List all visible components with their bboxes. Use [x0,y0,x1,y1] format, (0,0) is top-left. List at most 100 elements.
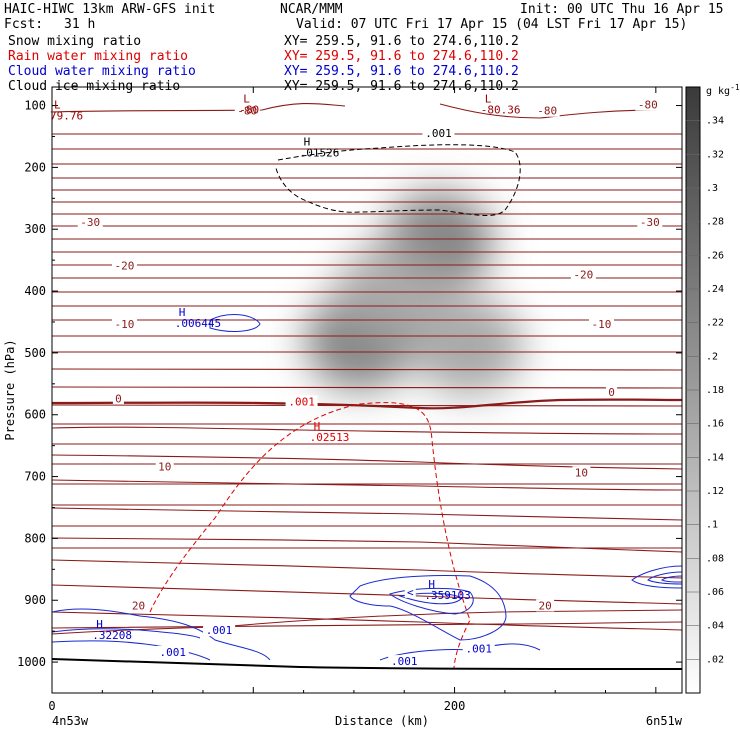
snow-shading-blob [413,296,524,397]
contour-label: 10 [158,460,171,473]
contour-label: 0 [115,392,122,405]
isotherm-line [52,479,682,491]
field-xy-rain: XY= 259.5, 91.6 to 274.6,110.2 [284,49,519,64]
contour-layer [52,102,682,670]
extremum-value: .359103 [424,589,470,602]
colorbar-tick-label: .02 [706,654,724,665]
colorbar-tick-label: .16 [706,419,724,430]
extremum-value: .006445 [175,317,221,330]
colorbar-tick-label: .32 [706,149,724,160]
label-background [572,466,591,479]
contour-label: .001 [288,395,315,408]
colorbar-tick-label: .2 [706,351,718,362]
isotherm-line [52,368,682,371]
contour-label: -80 [537,105,557,118]
y-tick-label: 200 [24,160,46,174]
cloud-water-label: .001 [465,643,492,656]
colorbar-tick-label: .08 [706,553,724,564]
colorbar-tick-label: .24 [706,284,724,295]
colorbar-tick-label: .06 [706,587,724,598]
contour-label: -80 [237,105,257,118]
label-background [156,645,189,658]
label-background [77,216,103,229]
field-name-snow: Snow mixing ratio [8,34,142,49]
label-background [404,585,416,598]
rain-contour [149,402,471,669]
extremum-marker: L [54,99,61,112]
label-background [536,599,555,612]
contour-label: 0 [608,386,615,399]
contour-label: < [407,586,414,599]
colorbar-tick-label: .28 [706,217,724,228]
left-endpoint-label: 4n53w [52,714,89,728]
extremum-marker: L [485,92,492,105]
colorbar-tick-label: .18 [706,385,724,396]
colorbar-tick-label: .1 [706,520,718,531]
label-background [606,386,618,399]
contour-label: -30 [80,216,100,229]
cloud-water-contour [647,571,682,585]
y-tick-label: 500 [24,346,46,360]
label-background [388,655,421,668]
isotherm-line [52,621,682,629]
colorbar: .02 .04 .06 .08 .1 .12 .14 .16 .18 .2 .22 .24 .26 .28… [685,83,740,694]
y-tick-label: 900 [24,593,46,607]
valid-time: Valid: 07 UTC Fri 17 Apr 15 (04 LST Fri … [296,17,688,32]
cloud-water-contour [52,608,271,661]
extremum-value: 79.76 [50,110,83,123]
forecast-hours: 31 h [64,17,96,32]
extremum-value: -80.36 [481,103,521,116]
colorbar-tick-label: .26 [706,250,724,261]
colorbar-tick-label: .14 [706,452,724,463]
snow-shading-layer [304,191,524,397]
isotherm-line [52,386,682,389]
snow-contour [275,144,521,216]
cloud-water-contour [52,628,201,639]
field-xy-snow: XY= 259.5, 91.6 to 274.6,110.2 [284,34,519,49]
label-background [462,642,495,655]
isotherm-line [52,559,682,579]
colorbar-tick-label: .3 [706,183,718,194]
extremum-marker: H [179,306,186,319]
right-endpoint-label: 6n51w [646,714,683,728]
cloud-water-contour [52,640,211,661]
label-background [203,624,236,637]
extremum-value: .02513 [310,431,350,444]
extremum-marker: H [304,136,311,149]
contour-label: 20 [132,599,145,612]
cloud-water-label: .001 [391,655,418,668]
y-tick-label: 800 [24,531,46,545]
contour-label: -10 [592,318,612,331]
y-axis-title: Pressure (hPa) [3,339,17,440]
cloud-water-label: .001 [206,624,233,637]
cloud-water-contour [209,313,261,332]
label-background [422,126,455,139]
cloud-water-contour [661,575,682,583]
cloud-water-contour [398,592,463,605]
snow-shading-blob [335,241,446,342]
x-axis-title: Distance (km) [335,714,429,728]
freezing-level-line [52,398,682,410]
contour-label: .001 [425,127,452,140]
colorbar-tick-label: .22 [706,318,724,329]
extremum-value: -80 [239,103,259,116]
field-name-cloud-water: Cloud water mixing ratio [8,64,196,79]
colorbar-tick-label: .04 [706,621,724,632]
y-tick-label: 1000 [17,655,46,669]
isotherm-line [52,537,682,553]
isotherm-line [52,102,346,113]
label-background [111,259,137,272]
cloud-water-contour [631,565,682,589]
isotherm-line [52,609,682,635]
init-time: Init: 00 UTC Thu 16 Apr 15 [520,2,724,17]
extremum-marker: H [314,420,321,433]
label-background [111,318,137,331]
contour-label: -20 [115,259,135,272]
contour-label: -80 [638,99,658,112]
isotherm-line [52,454,682,470]
y-tick-label: 100 [24,99,46,113]
label-background [588,318,614,331]
colorbar-unit: g kg-1 [706,83,740,97]
